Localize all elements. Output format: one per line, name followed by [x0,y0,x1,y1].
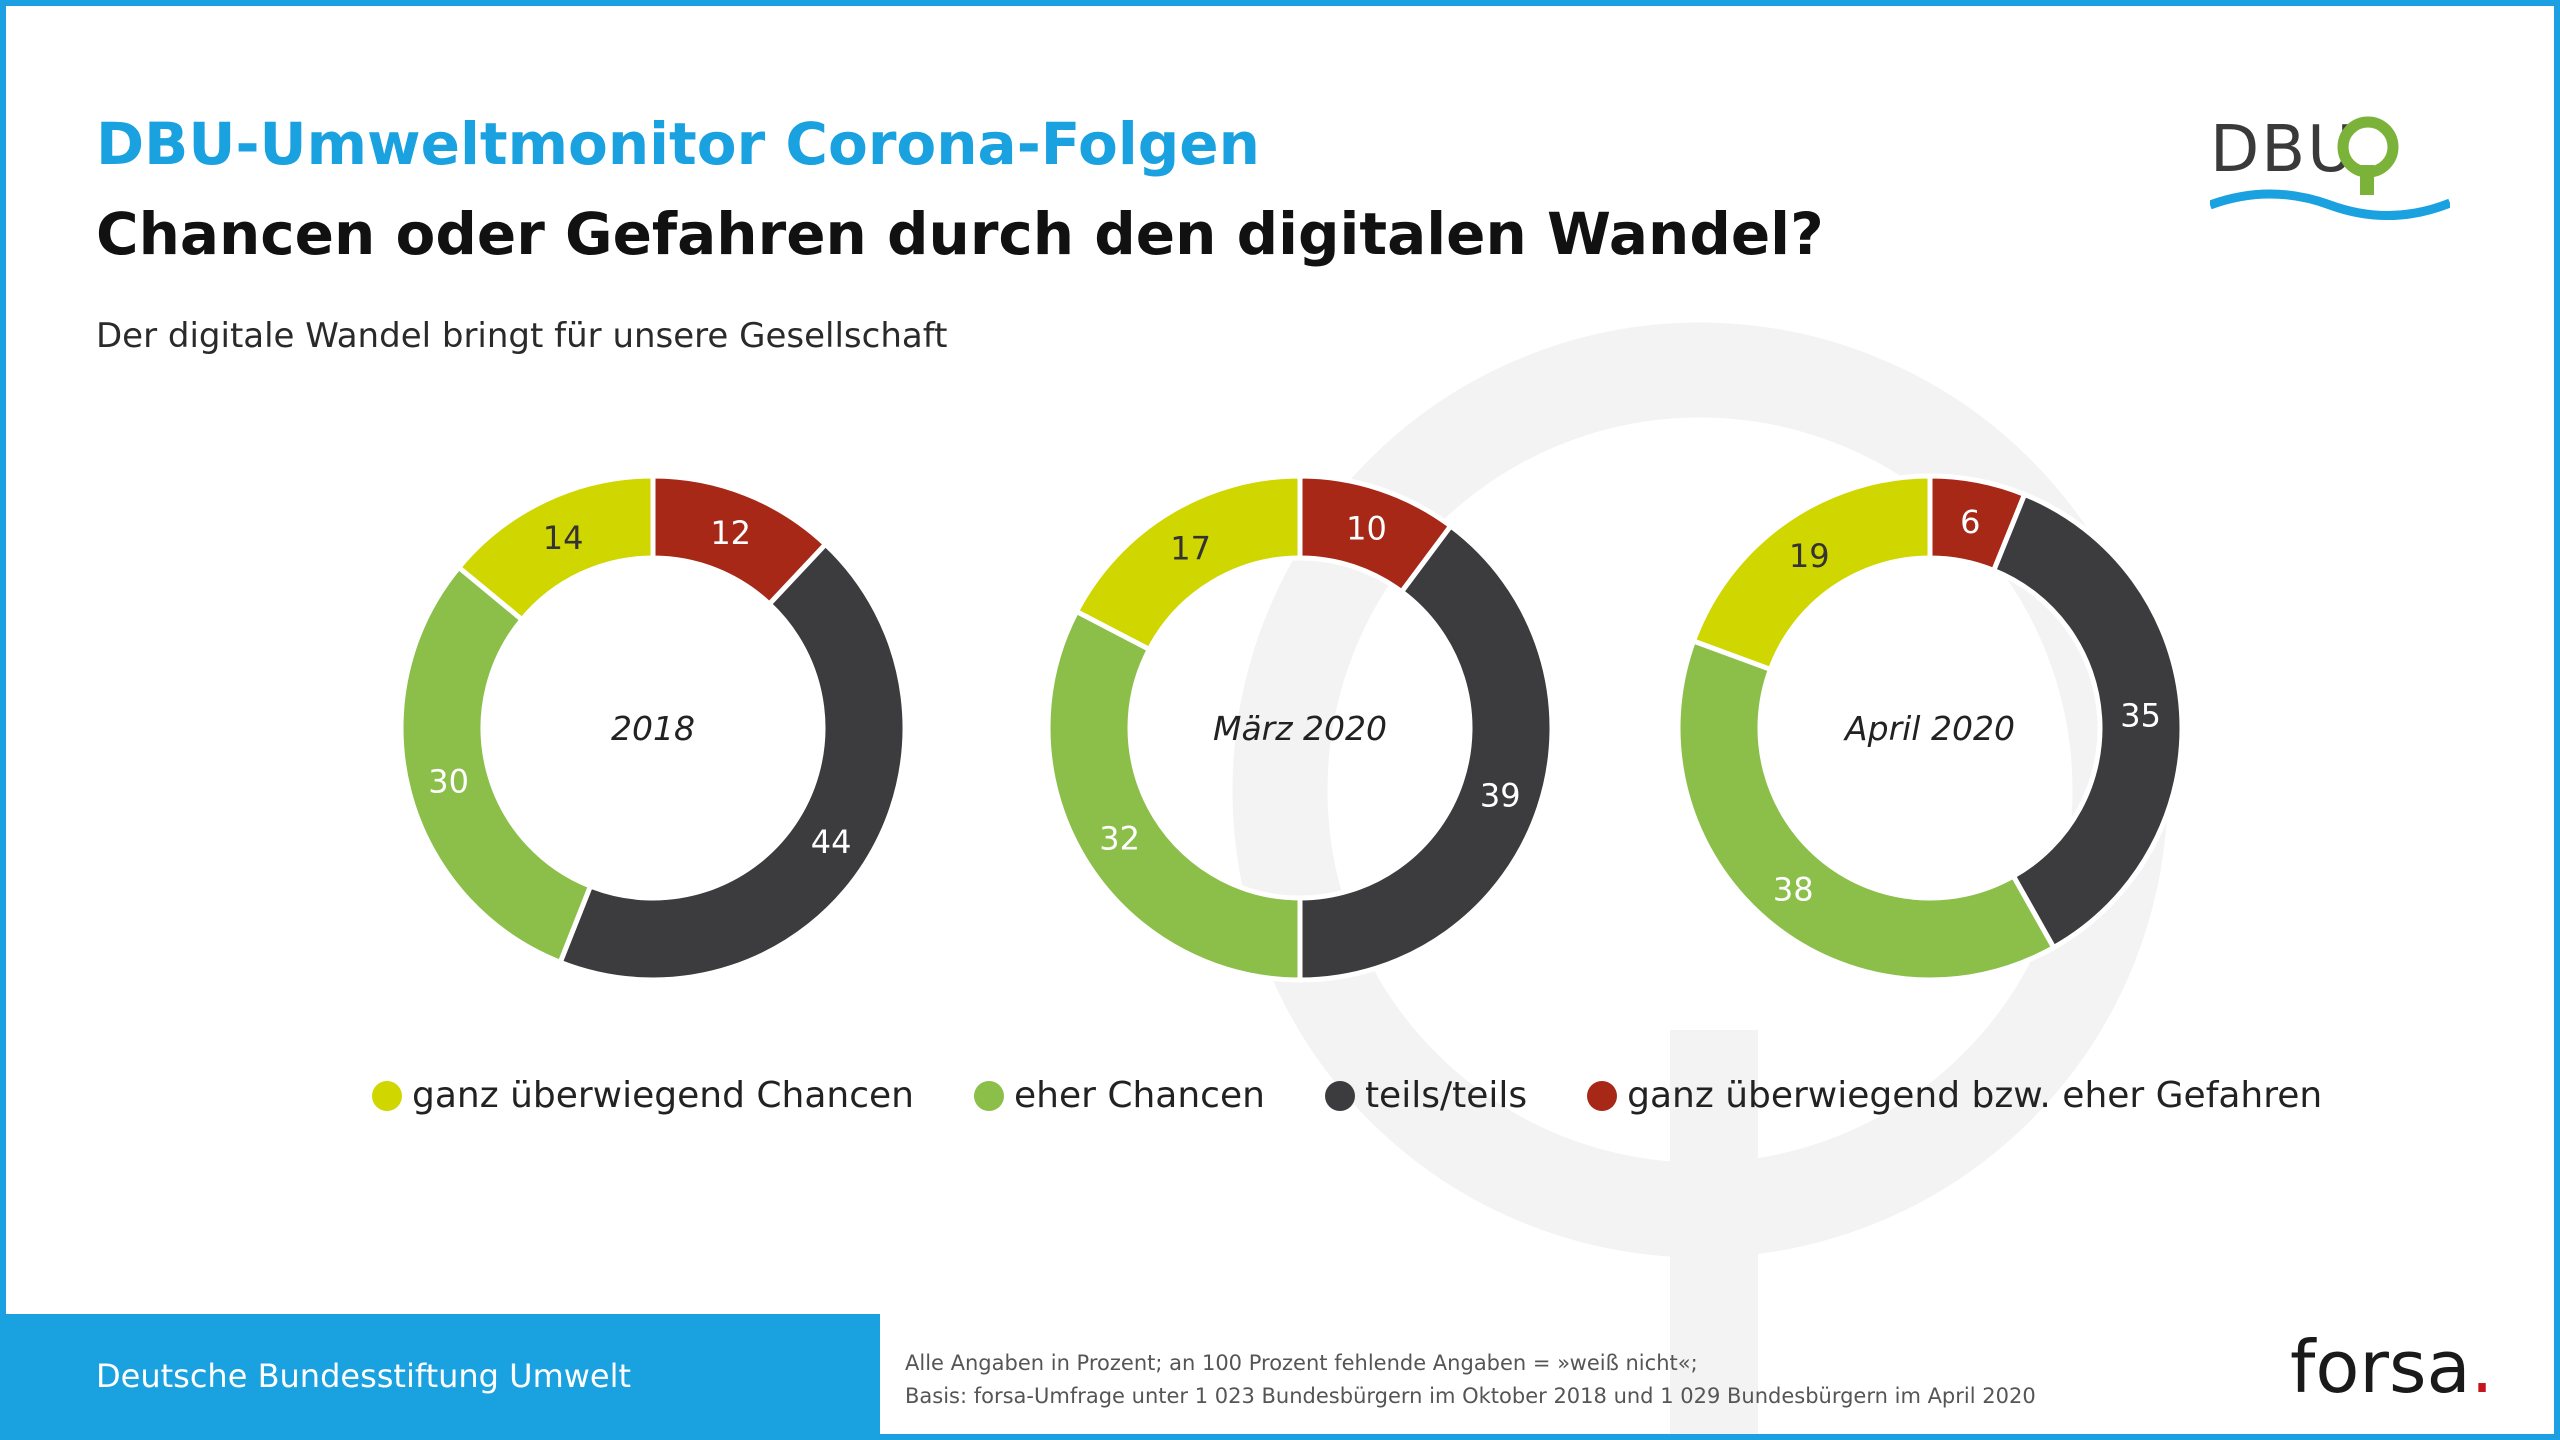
data-label-gefahren: 12 [710,514,751,552]
slice-ganz-chancen [455,473,656,624]
footer-note: Alle Angaben in Prozent; an 100 Prozent … [905,1347,2036,1413]
page-title: DBU-Umweltmonitor Corona-Folgen [96,110,1260,178]
slice-teils [556,540,908,983]
survey-question: Der digitale Wandel bringt für unsere Ge… [96,316,948,356]
footer-note-line-2: Basis: forsa-Umfrage unter 1 023 Bundesb… [905,1384,2036,1408]
slice-eher-chancen [1675,637,2058,983]
dbu-logo-text: DBU [2210,113,2357,187]
center-label: März 2020 [1213,709,1387,748]
forsa-logo-text: forsa [2290,1325,2471,1409]
slice-ganz-chancen [1690,473,1933,673]
data-label-eher-chancen: 38 [1773,871,1814,909]
legend-item: teils/teils [1324,1075,1528,1116]
slice-teils [1990,491,2185,951]
data-label-ganz-chancen: 14 [543,519,584,557]
center-label: April 2020 [1843,709,2015,748]
donut-chart-1: 12 44 30 14 2018 [398,473,908,983]
chart-legend: ganz überwiegend Chancen eher Chancen teil… [372,1075,2382,1116]
data-label-eher-chancen: 30 [428,762,469,800]
legend-swatch [372,1080,402,1111]
forsa-logo: forsa. [2290,1325,2494,1409]
footer-note-line-1: Alle Angaben in Prozent; an 100 Prozent … [905,1351,1698,1375]
legend-swatch [1324,1080,1355,1111]
slice-eher-chancen [398,563,594,966]
data-label-ganz-chancen: 19 [1789,537,1830,575]
data-label-eher-chancen: 32 [1099,819,1140,857]
footer-bar [0,1314,880,1440]
legend-item: ganz überwiegend bzw. eher Gefahren [1587,1075,2322,1116]
legend-label: eher Chancen [1013,1075,1265,1116]
footer-organization: Deutsche Bundesstiftung Umwelt [96,1357,632,1395]
legend-label: ganz überwiegend bzw. eher Gefahren [1627,1075,2323,1116]
legend-item: ganz überwiegend Chancen [372,1075,914,1116]
donut-chart-3: 6 35 38 19 April 2020 [1675,473,2185,983]
forsa-logo-dot: . [2470,1325,2494,1409]
data-label-teils: 39 [1480,776,1521,814]
slice-ganz-chancen [1073,473,1303,653]
slice-teils [1297,522,1555,983]
donut-chart-2: 10 39 32 17 März 2020 [1045,473,1555,983]
slice-eher-chancen [1045,608,1303,983]
data-label-gefahren: 10 [1346,510,1387,548]
data-label-ganz-chancen: 17 [1170,530,1211,568]
center-label: 2018 [611,709,695,748]
data-label-teils: 35 [2120,696,2161,734]
legend-label: teils/teils [1364,1075,1528,1116]
data-label-teils: 44 [811,823,852,861]
legend-swatch [1587,1080,1618,1111]
page-subtitle: Chancen oder Gefahren durch den digitale… [96,200,1824,268]
legend-item: eher Chancen [973,1075,1265,1116]
dbu-logo: DBU [2210,105,2450,230]
dbu-leaf-icon [2210,116,2450,220]
data-label-gefahren: 6 [1960,503,1980,541]
legend-label: ganz überwiegend Chancen [412,1075,914,1116]
legend-swatch [973,1080,1004,1111]
